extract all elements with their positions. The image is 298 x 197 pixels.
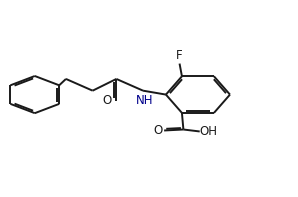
Text: O: O — [153, 124, 162, 137]
Text: O: O — [103, 94, 112, 107]
Text: OH: OH — [199, 125, 217, 138]
Text: NH: NH — [136, 94, 153, 107]
Text: F: F — [176, 49, 183, 62]
